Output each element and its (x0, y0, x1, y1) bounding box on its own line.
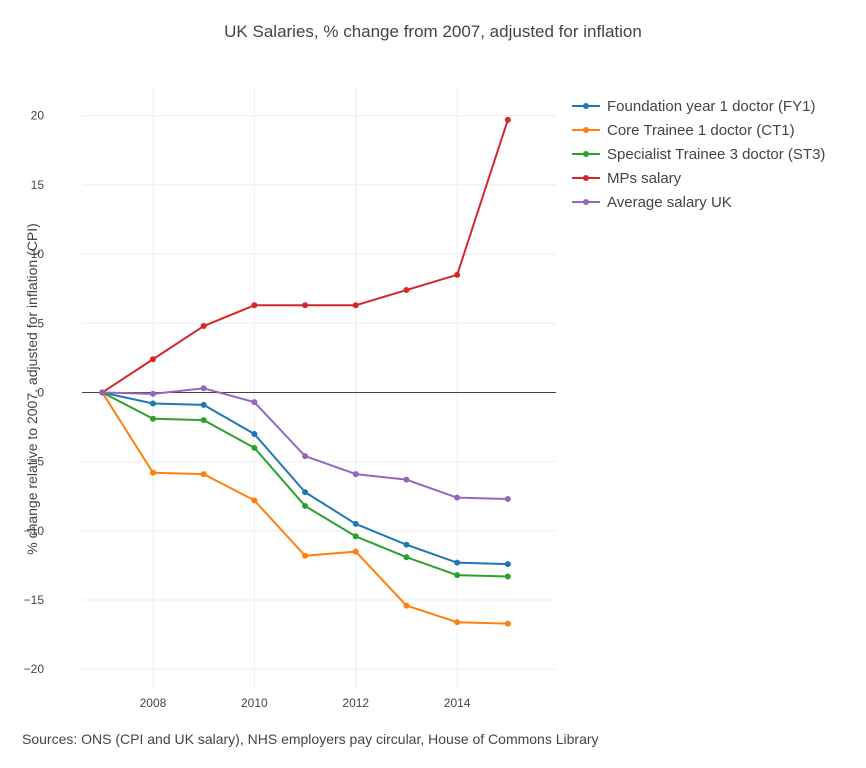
legend-label: Average salary UK (607, 194, 732, 211)
legend-item[interactable]: Core Trainee 1 doctor (CT1) (572, 122, 795, 139)
data-point[interactable] (352, 302, 359, 309)
y-tick-label: −5 (30, 455, 44, 469)
data-point[interactable] (251, 399, 258, 406)
data-point[interactable] (403, 602, 410, 609)
series-2[interactable] (99, 389, 511, 627)
x-tick-label: 2012 (342, 696, 369, 710)
data-point[interactable] (504, 561, 511, 568)
legend-marker (583, 103, 589, 109)
x-tick-label: 2010 (241, 696, 268, 710)
legend-label: Core Trainee 1 doctor (CT1) (607, 122, 795, 139)
y-tick-label: 15 (31, 178, 45, 192)
series-line[interactable] (102, 387, 508, 501)
grid-lines (82, 88, 556, 690)
data-point[interactable] (454, 494, 461, 501)
data-point[interactable] (149, 356, 156, 363)
y-tick-label: −15 (24, 593, 45, 607)
data-point[interactable] (200, 323, 207, 330)
data-point[interactable] (504, 116, 511, 123)
data-point[interactable] (149, 390, 156, 397)
data-point[interactable] (504, 573, 511, 580)
legend-label: Specialist Trainee 3 doctor (ST3) (607, 146, 825, 163)
legend-marker (583, 151, 589, 157)
data-point[interactable] (200, 471, 207, 478)
data-point[interactable] (403, 541, 410, 548)
y-tick-label: 0 (37, 385, 44, 399)
legend-item[interactable]: Average salary UK (572, 194, 732, 211)
legend-item[interactable]: Foundation year 1 doctor (FY1) (572, 98, 815, 115)
series-line[interactable] (101, 119, 509, 394)
x-axis-ticks: 2008 2010 2012 2014 (140, 696, 471, 710)
legend-label: MPs salary (607, 170, 682, 187)
y-axis-title: % change relative to 2007, adjusted for … (24, 223, 40, 555)
data-point[interactable] (200, 385, 207, 392)
data-point[interactable] (403, 287, 410, 294)
data-point[interactable] (251, 302, 258, 309)
x-tick-label: 2008 (140, 696, 167, 710)
series-4[interactable] (99, 116, 511, 396)
data-point[interactable] (302, 489, 309, 496)
legend-marker (583, 127, 589, 133)
data-point[interactable] (149, 400, 156, 407)
y-tick-label: 20 (31, 109, 45, 123)
data-point[interactable] (454, 271, 461, 278)
data-point[interactable] (149, 469, 156, 476)
data-point[interactable] (454, 559, 461, 566)
series-layer (99, 116, 511, 627)
y-tick-label: −10 (24, 524, 45, 538)
legend-marker (583, 199, 589, 205)
y-tick-label: 10 (31, 247, 45, 261)
source-note: Sources: ONS (CPI and UK salary), NHS em… (22, 731, 599, 747)
data-point[interactable] (504, 620, 511, 627)
y-tick-label: −20 (24, 662, 45, 676)
data-point[interactable] (302, 552, 309, 559)
data-point[interactable] (454, 619, 461, 626)
chart-title: UK Salaries, % change from 2007, adjuste… (224, 22, 642, 41)
legend-label: Foundation year 1 doctor (FY1) (607, 98, 815, 115)
data-point[interactable] (454, 572, 461, 579)
data-point[interactable] (352, 533, 359, 540)
x-tick-label: 2014 (444, 696, 471, 710)
data-point[interactable] (352, 520, 359, 527)
data-point[interactable] (403, 476, 410, 483)
data-point[interactable] (149, 415, 156, 422)
data-point[interactable] (302, 453, 309, 460)
legend[interactable]: Foundation year 1 doctor (FY1) Core Train… (572, 98, 825, 211)
data-point[interactable] (352, 548, 359, 555)
data-point[interactable] (302, 502, 309, 509)
data-point[interactable] (200, 401, 207, 408)
legend-item[interactable]: Specialist Trainee 3 doctor (ST3) (572, 146, 825, 163)
data-point[interactable] (504, 496, 511, 503)
data-point[interactable] (251, 430, 258, 437)
series-5[interactable] (99, 385, 511, 503)
data-point[interactable] (99, 389, 106, 396)
legend-item[interactable]: MPs salary (572, 170, 682, 187)
series-line[interactable] (101, 391, 508, 578)
series-3[interactable] (99, 389, 511, 580)
series-1[interactable] (99, 389, 511, 568)
y-tick-label: 5 (37, 316, 44, 330)
data-point[interactable] (200, 417, 207, 424)
data-point[interactable] (403, 554, 410, 561)
data-point[interactable] (302, 302, 309, 309)
y-axis-ticks: 20 15 10 5 0 −5 −10 −15 −20 (24, 109, 45, 677)
legend-marker (583, 175, 589, 181)
data-point[interactable] (251, 497, 258, 504)
data-point[interactable] (352, 471, 359, 478)
data-point[interactable] (251, 444, 258, 451)
